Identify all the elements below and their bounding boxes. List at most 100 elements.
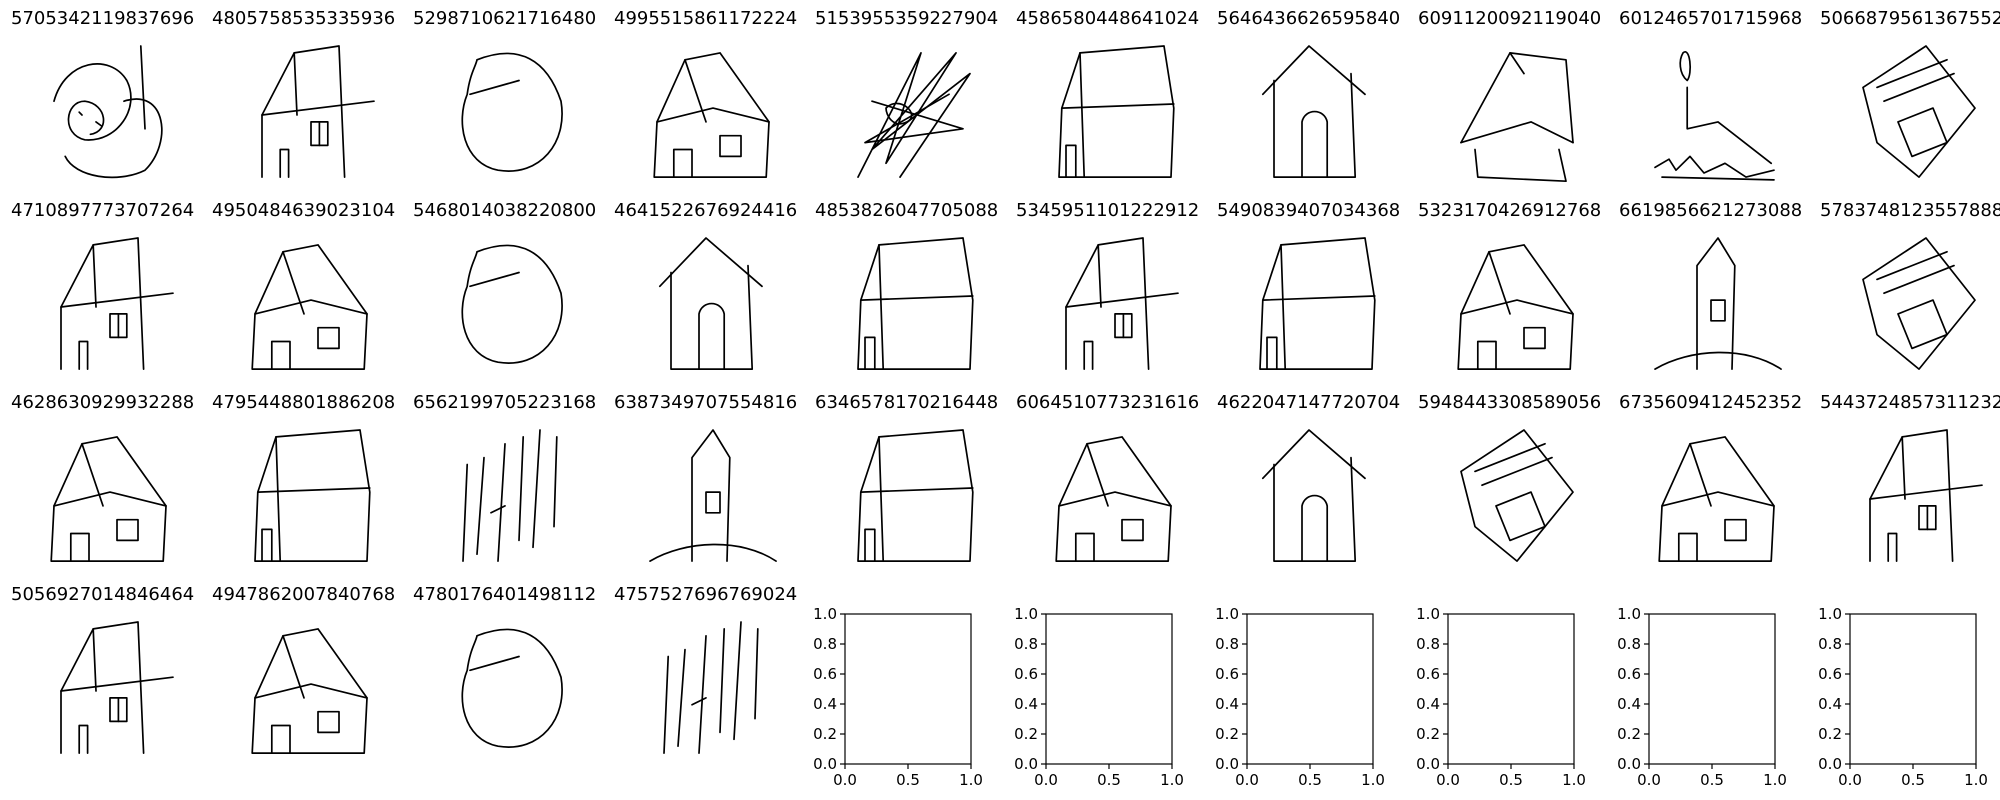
- sketch-stroke: [857, 52, 971, 178]
- sketch-panel: 4947862007840768: [212, 584, 395, 754]
- sketch-stroke: [1476, 340, 1497, 370]
- sketch-stroke: [1654, 155, 1775, 178]
- sketch-stroke: [1460, 52, 1574, 144]
- sketch-stroke: [1065, 144, 1077, 178]
- sketch-stroke: [878, 436, 885, 562]
- sketch-stroke: [663, 655, 670, 754]
- sketch-stroke: [653, 52, 770, 178]
- panel-title: 6091120092119040: [1418, 8, 1601, 29]
- x-tick-label: 0.0: [833, 771, 857, 789]
- y-tick-label: 0.4: [1617, 695, 1641, 713]
- sketch-panel: 5646436626595840: [1217, 8, 1400, 178]
- panel-title: 4950484639023104: [212, 200, 395, 221]
- y-tick-label: 1.0: [1014, 605, 1038, 623]
- sketch-stroke: [1121, 518, 1144, 542]
- sketch-stroke: [1065, 292, 1179, 308]
- sketch-stroke: [1065, 237, 1150, 370]
- sketch-panel: 4805758535335936: [212, 8, 395, 178]
- sketch-stroke: [282, 250, 305, 315]
- sketch-stroke: [461, 244, 563, 364]
- sketch-panel: 5468014038220800: [413, 200, 596, 364]
- sketch-stroke: [1696, 237, 1736, 370]
- sketch-stroke: [1869, 429, 1954, 562]
- sketch-stroke: [532, 429, 541, 549]
- sketch-panel: 5705342119837696: [11, 8, 194, 179]
- y-tick-label: 0.6: [1014, 665, 1038, 683]
- sketch-panel: 6091120092119040: [1418, 8, 1601, 183]
- sketch-stroke: [1661, 176, 1775, 181]
- sketch-stroke: [461, 52, 563, 172]
- sketch-stroke: [251, 628, 368, 754]
- y-tick-label: 1.0: [1416, 605, 1440, 623]
- sketch-panel: 5153955359227904: [815, 8, 998, 178]
- sketch-stroke: [1876, 58, 1948, 89]
- panel-title: 4853826047705088: [815, 200, 998, 221]
- sketch-stroke: [275, 436, 282, 562]
- sketch-stroke: [1495, 491, 1546, 542]
- sketch-stroke: [317, 710, 340, 734]
- sketch-stroke: [60, 676, 174, 692]
- sketch-stroke: [50, 436, 167, 562]
- panel-title: 4622047147720704: [1217, 392, 1400, 413]
- y-tick-label: 0.8: [1215, 635, 1239, 653]
- sketch-stroke: [1869, 484, 1983, 500]
- sketch-stroke: [705, 491, 721, 514]
- sketch-stroke: [310, 121, 329, 147]
- sketch-stroke: [1897, 107, 1948, 158]
- sketch-stroke: [754, 628, 759, 720]
- sketch-stroke: [69, 532, 90, 562]
- sketch-panel: 4853826047705088: [815, 200, 998, 370]
- sketch-stroke: [1460, 299, 1574, 315]
- sketch-panel: 6387349707554816: [614, 392, 797, 562]
- sketch-stroke: [864, 528, 876, 562]
- sketch-stroke: [1086, 442, 1109, 507]
- sketch-stroke: [64, 98, 163, 179]
- sketch-panel: 4950484639023104: [212, 200, 395, 370]
- sketch-stroke: [1918, 505, 1937, 531]
- panel-title: 5153955359227904: [815, 8, 998, 29]
- sketch-panel: 4628630929932288: [11, 392, 194, 562]
- y-tick-label: 0.6: [1617, 665, 1641, 683]
- sketch-stroke: [670, 264, 754, 370]
- y-tick-label: 0.2: [1617, 725, 1641, 743]
- y-tick-label: 0.2: [1215, 725, 1239, 743]
- panel-title: 4780176401498112: [413, 584, 596, 605]
- x-tick-label: 1.0: [1964, 771, 1988, 789]
- sketch-stroke: [282, 634, 305, 699]
- sketch-stroke: [1266, 336, 1278, 370]
- panel-title: 6562199705223168: [413, 392, 596, 413]
- sketch-stroke: [1474, 442, 1546, 473]
- sketch-stroke: [139, 45, 146, 130]
- y-tick-label: 0.4: [1014, 695, 1038, 713]
- sketch-panel: 0.0 0.5 1.0 0.0 0.2 0.4 0.6 0.8 1.0: [813, 605, 983, 789]
- sketch-stroke: [719, 628, 726, 734]
- panel-title: 4586580448641024: [1016, 8, 1199, 29]
- panel-title: 6619856621273088: [1619, 200, 1802, 221]
- sketch-stroke: [649, 543, 777, 562]
- empty-axes-frame: [1648, 613, 1776, 765]
- panel-title: 5443724857311232: [1820, 392, 2000, 413]
- sketch-stroke: [1689, 442, 1712, 507]
- sketch-panel: 5345951101222912: [1016, 200, 1199, 370]
- panel-title: 4628630929932288: [11, 392, 194, 413]
- sketch-stroke: [251, 244, 368, 370]
- sketch-stroke: [1661, 491, 1775, 507]
- sketch-stroke: [1261, 295, 1376, 301]
- sketch-stroke: [92, 628, 97, 692]
- panel-title: 5468014038220800: [413, 200, 596, 221]
- empty-axes-frame: [1246, 613, 1374, 765]
- sketch-stroke: [293, 52, 298, 116]
- sketch-stroke: [733, 621, 742, 741]
- panel-title: 5490839407034368: [1217, 200, 1400, 221]
- x-tick-label: 1.0: [1763, 771, 1787, 789]
- panel-title: 6387349707554816: [614, 392, 797, 413]
- panel-title: 5066879561367552: [1820, 8, 2000, 29]
- panel-title: 6064510773231616: [1016, 392, 1199, 413]
- sketch-stroke: [864, 93, 964, 144]
- x-tick-label: 0.5: [1901, 771, 1925, 789]
- sketch-panel: 6064510773231616: [1016, 392, 1199, 562]
- sketch-stroke: [462, 463, 469, 562]
- sketch-stroke: [1273, 72, 1357, 178]
- sketch-panel: 5298710621716480: [413, 8, 596, 172]
- sketch-stroke: [60, 237, 145, 370]
